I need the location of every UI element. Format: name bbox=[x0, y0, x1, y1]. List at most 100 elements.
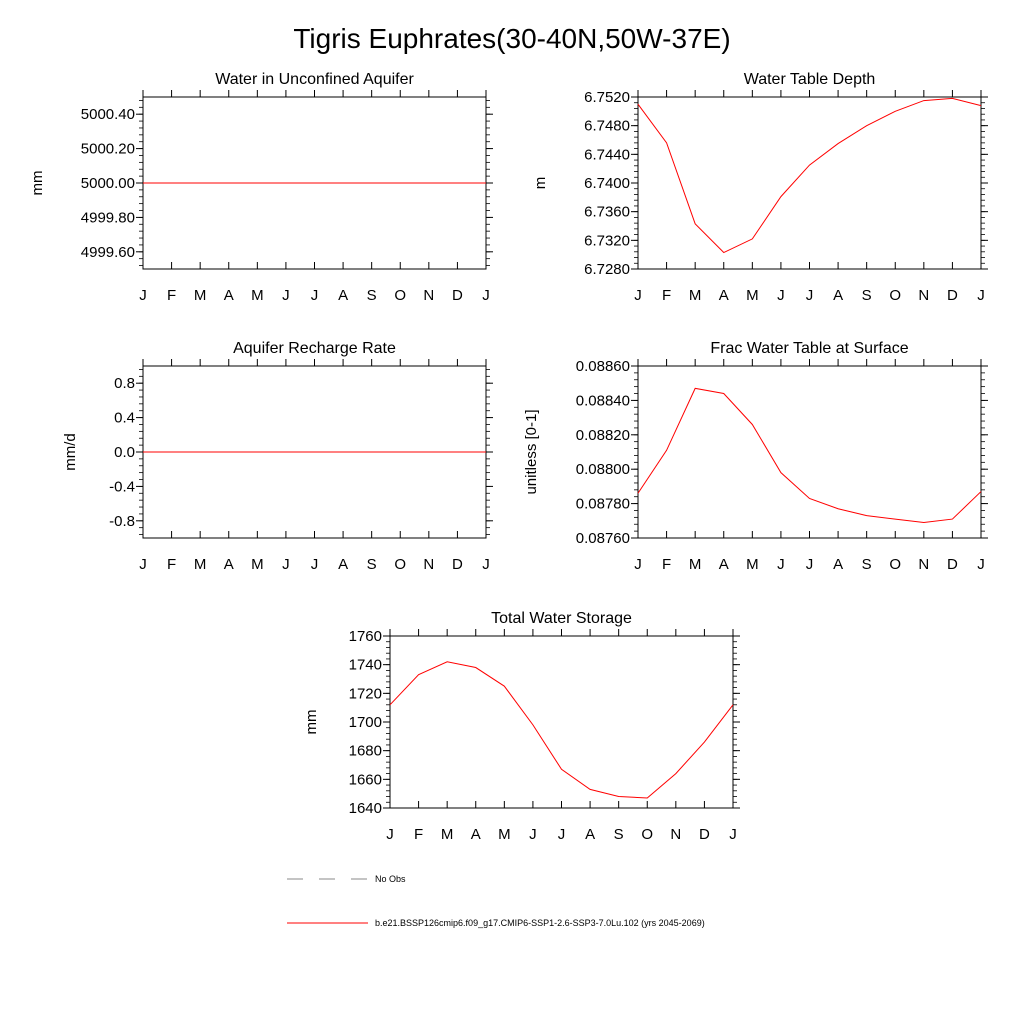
y-tick-label: 6.7520 bbox=[584, 89, 630, 106]
x-tick-label: A bbox=[224, 556, 234, 573]
plot-frame bbox=[389, 635, 734, 809]
x-tick-label: O bbox=[889, 287, 901, 304]
x-tick-label: N bbox=[918, 556, 929, 573]
x-tick-label: A bbox=[338, 287, 348, 304]
y-axis-label: mm bbox=[29, 171, 46, 196]
x-tick-label: J bbox=[482, 556, 490, 573]
x-tick-label: A bbox=[833, 556, 843, 573]
x-tick-label: A bbox=[585, 826, 595, 843]
y-tick-label: 5000.20 bbox=[81, 141, 135, 158]
y-tick-label: 0.08820 bbox=[576, 427, 630, 444]
x-tick-label: J bbox=[282, 287, 290, 304]
y-tick-label: 0.08840 bbox=[576, 392, 630, 409]
x-tick-label: J bbox=[806, 556, 814, 573]
x-tick-label: M bbox=[251, 287, 264, 304]
y-tick-label: 6.7360 bbox=[584, 204, 630, 221]
y-tick-label: 1740 bbox=[349, 657, 382, 674]
y-axis-label: mm/d bbox=[62, 433, 79, 471]
y-tick-label: 6.7440 bbox=[584, 146, 630, 163]
x-tick-label: J bbox=[311, 556, 319, 573]
y-axis-label: mm bbox=[303, 710, 320, 735]
y-tick-label: 5000.00 bbox=[81, 175, 135, 192]
y-tick-label: 1660 bbox=[349, 771, 382, 788]
x-tick-label: S bbox=[862, 556, 872, 573]
x-tick-label: A bbox=[833, 287, 843, 304]
x-tick-label: D bbox=[947, 556, 958, 573]
x-tick-label: D bbox=[947, 287, 958, 304]
legend-label: b.e21.BSSP126cmip6.f09_g17.CMIP6-SSP1-2.… bbox=[375, 918, 705, 928]
y-tick-label: 0.4 bbox=[114, 410, 135, 427]
y-tick-label: 4999.60 bbox=[81, 244, 135, 261]
series-line bbox=[389, 661, 734, 799]
panel-title: Water Table Depth bbox=[744, 71, 876, 88]
y-tick-label: 5000.40 bbox=[81, 106, 135, 123]
y-tick-label: 1640 bbox=[349, 800, 382, 817]
x-tick-label: F bbox=[662, 287, 671, 304]
y-tick-label: 1700 bbox=[349, 714, 382, 731]
x-tick-label: O bbox=[641, 826, 653, 843]
x-tick-label: J bbox=[977, 556, 985, 573]
y-tick-label: 6.7480 bbox=[584, 118, 630, 135]
series-line bbox=[637, 387, 982, 524]
x-tick-label: J bbox=[777, 556, 785, 573]
y-tick-label: -0.4 bbox=[109, 478, 135, 495]
x-tick-label: F bbox=[167, 287, 176, 304]
plot-frame bbox=[637, 365, 982, 539]
x-tick-label: F bbox=[167, 556, 176, 573]
y-tick-label: 1720 bbox=[349, 685, 382, 702]
x-tick-label: N bbox=[423, 287, 434, 304]
panel-title: Aquifer Recharge Rate bbox=[233, 340, 396, 357]
x-tick-label: O bbox=[889, 556, 901, 573]
x-tick-label: N bbox=[670, 826, 681, 843]
series-line bbox=[637, 97, 982, 254]
x-tick-label: M bbox=[194, 287, 207, 304]
x-tick-label: J bbox=[529, 826, 537, 843]
x-tick-label: J bbox=[311, 287, 319, 304]
y-tick-label: 6.7400 bbox=[584, 175, 630, 192]
x-tick-label: N bbox=[918, 287, 929, 304]
x-tick-label: O bbox=[394, 287, 406, 304]
x-tick-label: J bbox=[386, 826, 394, 843]
x-tick-label: S bbox=[367, 287, 377, 304]
legend-label: No Obs bbox=[375, 874, 406, 884]
y-axis-label: unitless [0-1] bbox=[523, 409, 540, 494]
x-tick-label: S bbox=[367, 556, 377, 573]
legend-item-1: No Obs bbox=[287, 874, 406, 884]
panel-title: Frac Water Table at Surface bbox=[710, 340, 908, 357]
x-tick-label: J bbox=[282, 556, 290, 573]
x-tick-label: M bbox=[498, 826, 511, 843]
x-tick-label: M bbox=[194, 556, 207, 573]
x-tick-label: J bbox=[806, 287, 814, 304]
y-tick-label: 0.08760 bbox=[576, 530, 630, 547]
x-tick-label: J bbox=[634, 287, 642, 304]
x-tick-label: M bbox=[689, 287, 702, 304]
x-tick-label: J bbox=[977, 287, 985, 304]
x-tick-label: J bbox=[634, 556, 642, 573]
x-tick-label: J bbox=[729, 826, 737, 843]
x-tick-label: J bbox=[482, 287, 490, 304]
y-tick-label: -0.8 bbox=[109, 513, 135, 530]
x-tick-label: J bbox=[777, 287, 785, 304]
x-tick-label: D bbox=[699, 826, 710, 843]
y-tick-label: 0.08860 bbox=[576, 358, 630, 375]
x-tick-label: J bbox=[139, 287, 147, 304]
x-tick-label: N bbox=[423, 556, 434, 573]
plot-frame bbox=[637, 96, 982, 270]
y-tick-label: 6.7320 bbox=[584, 232, 630, 249]
x-tick-label: O bbox=[394, 556, 406, 573]
y-tick-label: 0.08780 bbox=[576, 496, 630, 513]
y-tick-label: 1680 bbox=[349, 743, 382, 760]
y-tick-label: 1760 bbox=[349, 628, 382, 645]
x-tick-label: A bbox=[224, 287, 234, 304]
y-tick-label: 6.7280 bbox=[584, 261, 630, 278]
x-tick-label: M bbox=[746, 287, 759, 304]
legend-item-2: b.e21.BSSP126cmip6.f09_g17.CMIP6-SSP1-2.… bbox=[287, 918, 705, 928]
y-tick-label: 0.08800 bbox=[576, 461, 630, 478]
x-tick-label: M bbox=[251, 556, 264, 573]
x-tick-label: A bbox=[719, 556, 729, 573]
